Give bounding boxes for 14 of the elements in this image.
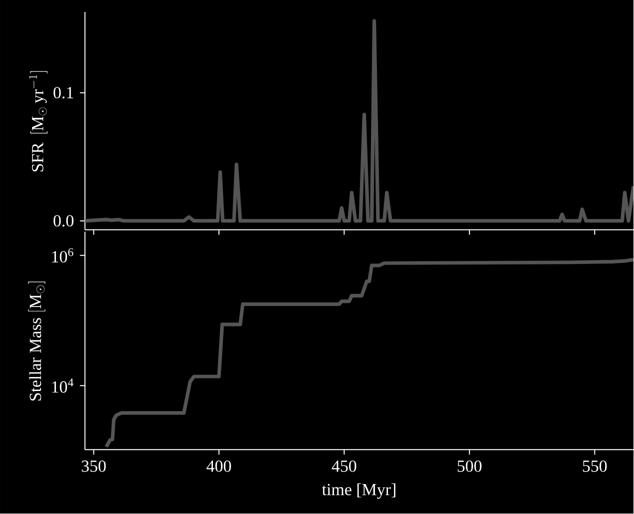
line-series xyxy=(104,258,634,449)
x-tick-label: 400 xyxy=(206,460,231,472)
y-axis-title: $\mathrm{SFR}\ \,[\mathrm{M}_\odot\,\mathrm{yr}^{-1}]$ xyxy=(28,71,48,172)
x-tick-label: 350 xyxy=(82,460,106,472)
x-axis-title: time [Myr] xyxy=(322,484,396,499)
line-series xyxy=(84,19,634,223)
y-tick-label: 0.0 xyxy=(54,215,74,227)
y-tick-label: 10$^{6}$ xyxy=(52,248,74,263)
x-tick-label: 500 xyxy=(458,460,482,472)
y-tick-label: 0.1 xyxy=(54,87,74,99)
y-tick-label: 10$^{4}$ xyxy=(52,378,74,393)
x-tick-label: 450 xyxy=(332,460,356,472)
x-tick-label: 550 xyxy=(582,460,607,472)
y-axis-title: $\mathrm{Stellar\ Mass}\ [\mathrm{M}_\odot]$ xyxy=(28,282,46,401)
